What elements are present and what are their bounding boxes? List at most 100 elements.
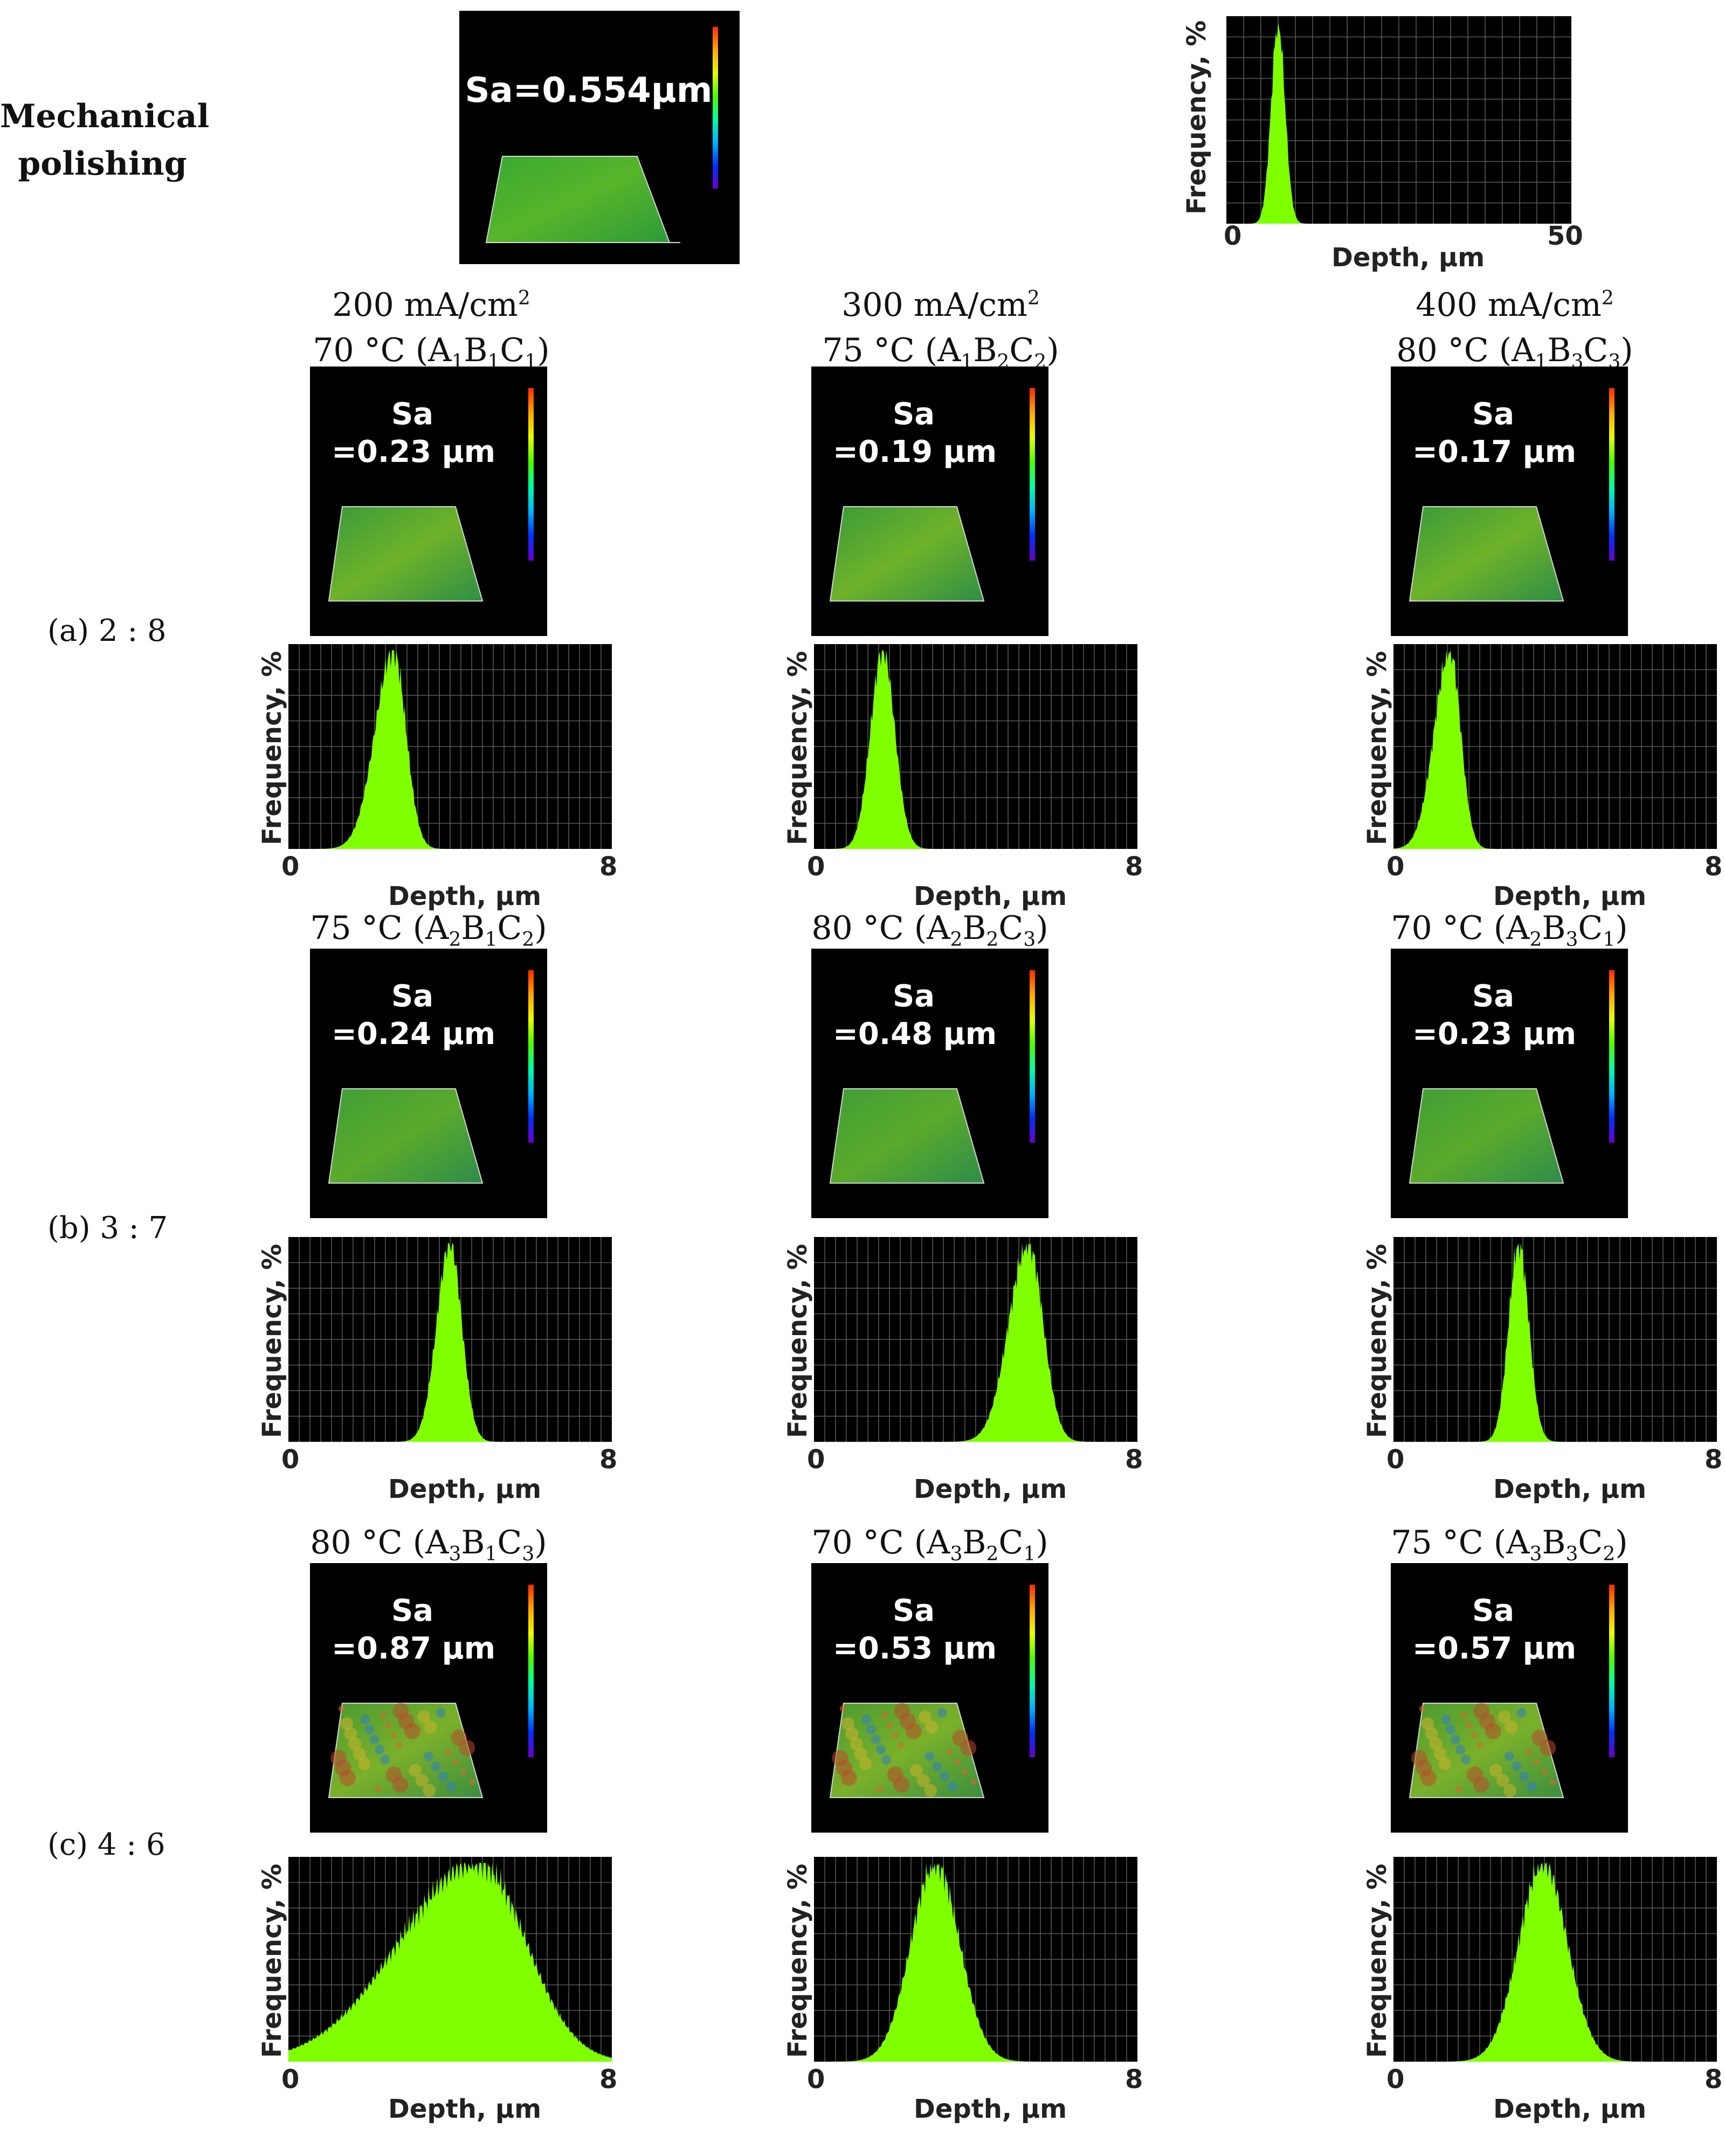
x-axis-min: 0 — [807, 1445, 825, 1475]
title-part-s1: 2 — [448, 929, 461, 951]
surface-spot — [408, 1764, 422, 1777]
surface-spot — [1441, 1715, 1451, 1725]
surface-spot — [952, 1730, 969, 1746]
x-axis-max: 8 — [599, 1445, 618, 1475]
sa-value: =0.24 μm — [332, 1017, 496, 1052]
title-part-temp: 80 °C (A — [811, 909, 950, 947]
h3close: ) — [1620, 331, 1633, 369]
surface-3d — [829, 1088, 985, 1184]
surface-panel-1-1: Sa =0.48 μm — [811, 949, 1048, 1218]
row-1-title-1: 80 °C (A2B2C3) — [779, 906, 1081, 963]
surface-spot — [417, 1710, 431, 1724]
color-bar — [1609, 388, 1614, 561]
y-axis-label: Frequency, % — [1362, 1863, 1392, 2058]
row-2-title-2: 75 °C (A3B3C2) — [1358, 1520, 1660, 1577]
title-part-s2: 2 — [986, 1543, 999, 1565]
surface-spot — [460, 1768, 467, 1775]
title-part-s2: 3 — [1565, 929, 1578, 951]
surface-3d — [328, 1088, 484, 1184]
x-axis-label: Depth, μm — [914, 2094, 1067, 2124]
sa-value: =0.53 μm — [833, 1631, 997, 1666]
title-part-b: B — [1542, 1524, 1566, 1561]
header-col-3: 400 mA/cm2 80 °C (A1B3C3) — [1375, 276, 1655, 385]
sa-value: =0.48 μm — [833, 1017, 997, 1052]
surface-spot — [1473, 1703, 1490, 1719]
title-part-c: C — [1578, 1524, 1603, 1561]
surface-plane — [829, 1088, 985, 1184]
surface-spot — [909, 1764, 923, 1777]
mechanical-label: Mechanical polishing — [0, 93, 209, 188]
h3c: C — [1583, 331, 1609, 369]
title-part-s3: 3 — [522, 1543, 535, 1565]
surface-spot — [1461, 1754, 1471, 1765]
x-axis-min: 0 — [1386, 1445, 1405, 1475]
surface-spot — [1466, 1722, 1473, 1729]
y-axis-label: Frequency, % — [257, 651, 287, 845]
sa-label: Sa — [892, 397, 935, 432]
histogram-fill — [814, 1863, 1137, 2062]
surface-panel-2-1: Sa =0.53 μm — [811, 1563, 1048, 1833]
title-part-temp: 70 °C (A — [1391, 909, 1530, 947]
surface-spot — [841, 1717, 855, 1730]
surface-spot — [919, 1710, 932, 1724]
surface-spot — [1419, 1705, 1426, 1712]
histogram-svg — [1393, 1857, 1717, 2062]
histogram-1-0: Frequency, % 0 8 Depth, μm — [226, 1234, 647, 1536]
surface-spot — [1489, 1764, 1502, 1777]
title-part-close: ) — [1615, 1524, 1628, 1561]
mechanical-histogram-svg — [1226, 16, 1571, 224]
surface-spot — [1505, 1720, 1518, 1734]
x-axis-min: 0 — [807, 852, 825, 882]
row-label-c: (c) 4 : 6 — [47, 1827, 165, 1862]
surface-spot — [1411, 1750, 1428, 1766]
surface-panel-0-2: Sa =0.17 μm — [1391, 367, 1628, 636]
row-label-b: (b) 3 : 7 — [47, 1211, 168, 1246]
surface-spot — [340, 1717, 354, 1730]
surface-spot — [924, 1784, 937, 1797]
surface-spot — [369, 1735, 380, 1745]
surface-3d — [1409, 506, 1564, 602]
surface-spot — [364, 1724, 375, 1735]
histogram-svg — [288, 644, 612, 849]
title-part-temp: 70 °C (A — [811, 1524, 950, 1561]
surface-spot — [932, 1761, 942, 1771]
header-col-2-temp: 75 °C (A — [822, 331, 961, 369]
mechanical-surface-3d — [485, 156, 680, 243]
mechanical-y-label: Frequency, % — [1182, 20, 1212, 215]
y-axis-label: Frequency, % — [783, 1863, 813, 2058]
x-axis-max: 8 — [1705, 852, 1723, 882]
surface-spot — [946, 1749, 953, 1756]
sa-value: =0.23 μm — [1412, 1017, 1577, 1052]
x-axis-label: Depth, μm — [388, 881, 542, 911]
sa-label: Sa — [1472, 397, 1515, 432]
mechanical-histogram-grid — [1226, 16, 1571, 224]
histogram-2-2: Frequency, % 0 8 Depth, μm — [1331, 1854, 1725, 2156]
surface-spot — [1533, 1759, 1540, 1766]
histogram-2-0: Frequency, % 0 8 Depth, μm — [226, 1854, 647, 2156]
surface-spot — [1455, 1785, 1462, 1792]
surface-plane — [829, 506, 985, 602]
surface-spot — [850, 1737, 863, 1751]
surface-spot — [1503, 1784, 1517, 1797]
surface-spot — [1425, 1727, 1438, 1740]
surface-spot — [1496, 1774, 1509, 1787]
surface-spot — [1466, 1766, 1483, 1783]
histogram-svg — [1393, 1237, 1717, 1442]
sa-label: Sa — [892, 979, 935, 1014]
surface-spot — [1498, 1710, 1512, 1724]
surface-spot — [1504, 1751, 1514, 1761]
x-axis-label: Depth, μm — [388, 1474, 542, 1504]
title-part-s3: 3 — [1023, 929, 1036, 951]
surface-spot — [1516, 1708, 1527, 1718]
surface-spot — [451, 1730, 467, 1746]
x-axis-max: 8 — [1125, 1445, 1143, 1475]
x-axis-label: Depth, μm — [1493, 1474, 1647, 1504]
title-part-c: C — [1578, 909, 1603, 947]
histogram-0-0: Frequency, % 0 8 Depth, μm — [226, 641, 647, 943]
header-col-2-current: 300 mA/cm — [841, 286, 1027, 324]
title-part-s2: 1 — [485, 1543, 498, 1565]
surface-spot — [1445, 1724, 1455, 1735]
surface-spot — [954, 1759, 961, 1766]
surface-plane — [328, 506, 484, 602]
surface-spot — [1438, 1757, 1452, 1771]
